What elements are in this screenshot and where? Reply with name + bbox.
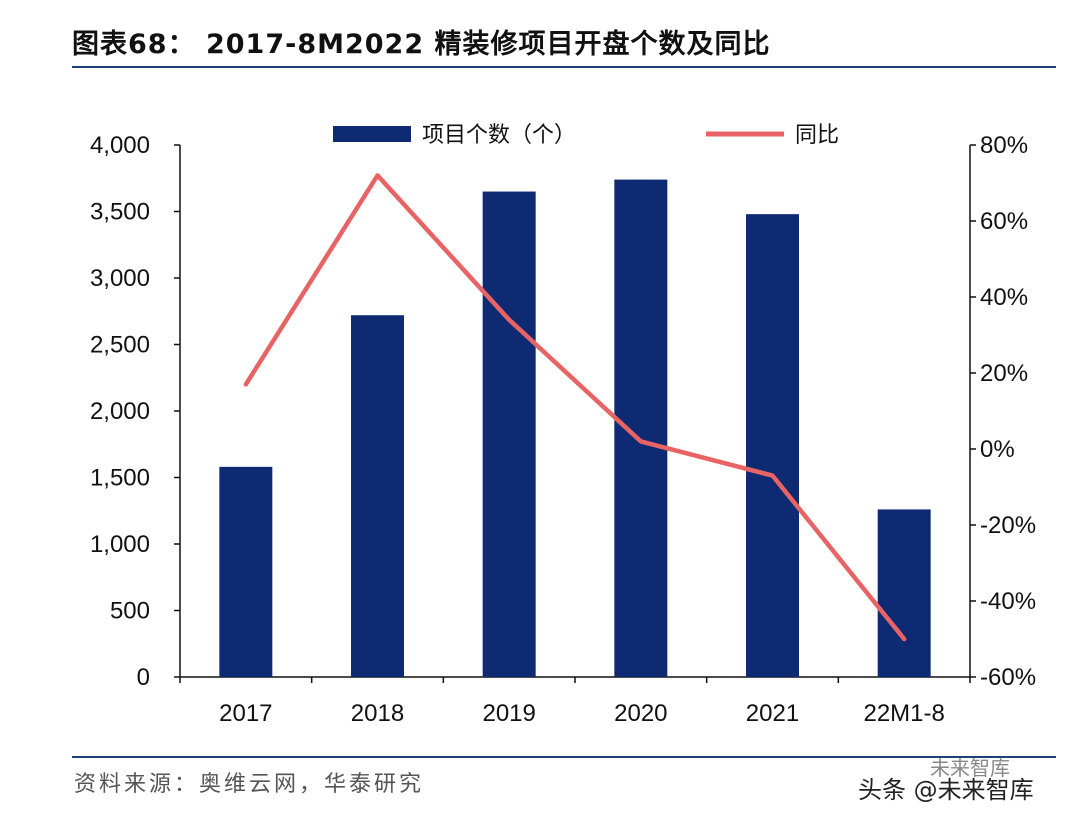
y-right-tick-label: -60%	[980, 664, 1036, 691]
y-right-tick-label: 40%	[980, 284, 1028, 311]
y-right-tick-label: 80%	[980, 132, 1028, 159]
bar	[482, 191, 536, 678]
y-left-tick-label: 2,000	[90, 398, 150, 425]
chart-title: 图表68： 2017-8M2022 精装修项目开盘个数及同比	[72, 29, 771, 60]
y-right-tick-label: 20%	[980, 360, 1028, 387]
legend-swatch-bars	[333, 126, 411, 142]
y-left-tick-label: 2,500	[90, 332, 150, 359]
y-right-tick-label: -40%	[980, 588, 1036, 615]
y-right-tick-label: -20%	[980, 512, 1036, 539]
x-tick-label: 2019	[482, 700, 535, 727]
y-left-tick-label: 0	[137, 664, 150, 691]
y-left-tick-label: 3,000	[90, 265, 150, 292]
y-right-tick-label: 0%	[980, 436, 1015, 463]
source-note: 资料来源：奥维云网，华泰研究	[74, 772, 425, 797]
bar	[877, 509, 931, 677]
x-tick-label: 2018	[351, 700, 404, 727]
y-right-tick-label: 60%	[980, 208, 1028, 235]
x-tick-label: 2021	[746, 700, 799, 727]
y-left-tick-label: 4,000	[90, 132, 150, 159]
x-tick-label: 2020	[614, 700, 667, 727]
top-divider	[72, 66, 1056, 68]
watermark: 头条 @未来智库	[858, 776, 1034, 804]
y-left-tick-label: 1,000	[90, 531, 150, 558]
watermark-brand: 未来智库	[930, 756, 1010, 780]
line-series-yoy	[243, 173, 907, 642]
y-left-tick-label: 500	[110, 598, 150, 625]
x-tick-label: 2017	[219, 700, 272, 727]
bottom-divider	[72, 756, 1056, 758]
bar	[219, 466, 273, 677]
bar	[351, 315, 404, 677]
legend-label-bars: 项目个数（个）	[422, 123, 576, 148]
legend-label-line: 同比	[795, 123, 839, 148]
y-left-tick-label: 3,500	[90, 199, 150, 226]
bar	[614, 179, 668, 677]
x-tick-label: 22M1-8	[863, 700, 944, 727]
y-left-tick-label: 1,500	[90, 465, 150, 492]
bar	[746, 214, 799, 677]
